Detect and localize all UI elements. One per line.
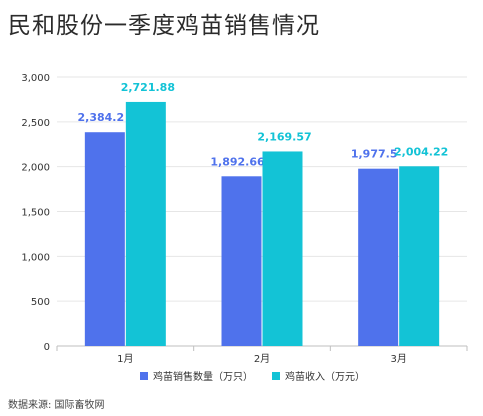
x-tick-label: 3月	[390, 353, 406, 365]
data-label: 2,169.57	[257, 130, 311, 143]
y-tick-label: 2,000	[21, 163, 50, 174]
data-label: 1,892.66	[210, 155, 265, 168]
data-label: 2,384.2	[78, 111, 125, 124]
x-tick-label: 2月	[254, 353, 270, 365]
legend-label: 鸡苗收入（万元）	[285, 370, 365, 383]
legend-swatch	[272, 372, 280, 380]
legend-label: 鸡苗销售数量（万只）	[153, 370, 253, 383]
bar	[84, 132, 125, 346]
y-tick-label: 1,000	[21, 252, 50, 263]
y-tick-label: 0	[44, 342, 50, 353]
data-label: 2,721.88	[121, 81, 175, 94]
bar	[221, 176, 262, 346]
legend-swatch	[140, 372, 148, 380]
bar	[125, 101, 166, 346]
chart-title: 民和股份一季度鸡苗销售情况	[8, 13, 320, 39]
bar	[262, 151, 303, 346]
data-label: 2,004.22	[394, 145, 448, 158]
bar	[399, 166, 440, 346]
bar	[358, 168, 399, 346]
x-tick-label: 1月	[117, 353, 133, 365]
data-label: 1,977.5	[351, 148, 398, 161]
data-source: 数据来源: 国际畜牧网	[8, 400, 105, 411]
y-tick-label: 500	[31, 297, 50, 308]
y-tick-label: 3,000	[21, 73, 50, 84]
y-tick-label: 1,500	[21, 208, 50, 219]
y-tick-label: 2,500	[21, 118, 50, 129]
